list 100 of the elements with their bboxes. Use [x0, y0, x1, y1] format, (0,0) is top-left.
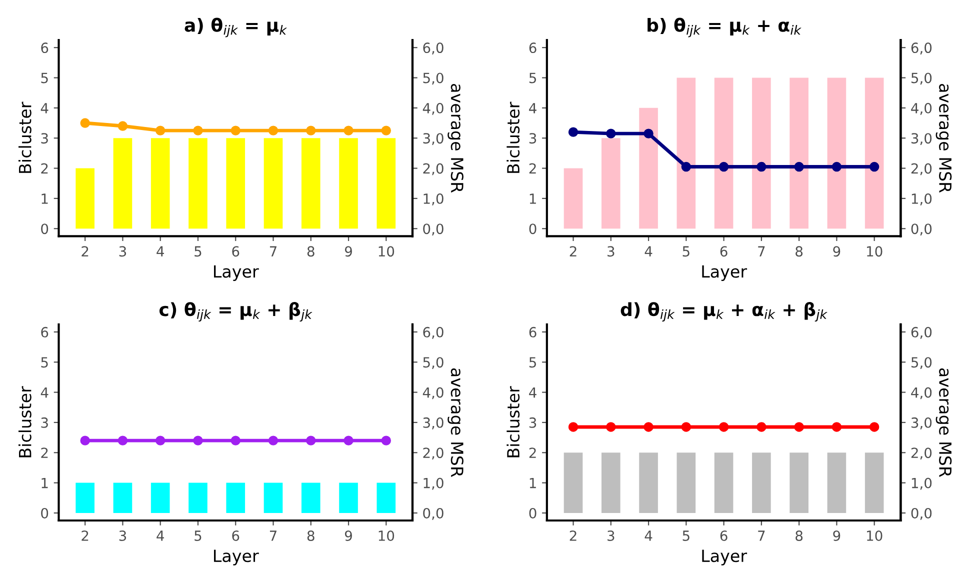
y2-tick-label: 3,0	[423, 417, 444, 430]
y2-tick-label: 5,0	[423, 357, 444, 370]
y-tick-label: 3	[41, 417, 48, 428]
x-tick-label: 3	[119, 246, 126, 257]
y2-tick-label: 4,0	[422, 387, 444, 400]
y2-tick-label: 0,0	[911, 508, 932, 520]
chart-title: d) θ$_{ijk}$ = μ$_{k}$ + α$_{ik}$ + β$_{jk}$	[620, 302, 828, 322]
x-tick-label: 4	[156, 530, 164, 541]
y-tick-label: 0	[529, 224, 536, 234]
y-axis-title: Bicluster	[506, 102, 520, 173]
x-tick-label: 9	[833, 530, 840, 541]
point	[118, 121, 128, 131]
y-tick-label: 6	[529, 42, 536, 54]
y-tick-label: 6	[529, 326, 536, 338]
y2-axis-title: average MSR	[448, 368, 464, 478]
y2-tick-label: 2,0	[911, 163, 932, 176]
y-axis-title: Bicluster	[506, 386, 520, 458]
y-tick-label: 5	[41, 357, 48, 368]
y2-tick-label: 0,0	[423, 508, 444, 520]
y-tick-label: 1	[530, 478, 536, 488]
point	[306, 126, 316, 136]
x-tick-label: 5	[682, 246, 690, 257]
y2-axis-title: average MSR	[448, 84, 464, 193]
bar	[676, 78, 696, 229]
point	[794, 162, 804, 172]
y2-tick-label: 4,0	[422, 102, 444, 115]
x-tick-label: 10	[867, 530, 882, 541]
point	[230, 126, 240, 136]
y-tick-label: 1	[42, 194, 48, 204]
x-tick-label: 9	[833, 246, 840, 257]
point	[832, 162, 842, 172]
x-tick-label: 4	[644, 246, 652, 256]
x-axis-title: Layer	[214, 550, 259, 566]
x-tick-label: 8	[307, 246, 314, 257]
y2-axis-title: average MSR	[936, 84, 952, 193]
y2-tick-label: 5,0	[911, 357, 932, 370]
point	[606, 128, 616, 138]
y-tick-label: 2	[41, 448, 48, 458]
y-tick-label: 4	[529, 103, 536, 114]
y-tick-label: 6	[41, 42, 48, 54]
y2-tick-label: 0,0	[911, 224, 932, 236]
bar	[601, 138, 620, 229]
y-tick-label: 0	[41, 224, 48, 234]
y-tick-label: 2	[529, 163, 536, 174]
bar	[752, 78, 771, 229]
x-tick-label: 10	[867, 246, 882, 257]
point	[381, 126, 392, 136]
y-axis-title: Bicluster	[18, 102, 32, 173]
x-tick-label: 2	[570, 530, 576, 541]
point	[718, 162, 729, 172]
point	[644, 128, 654, 138]
y2-tick-label: 1,0	[912, 193, 932, 206]
point	[756, 162, 766, 172]
point	[268, 126, 278, 136]
x-axis-title: Layer	[702, 265, 748, 282]
x-tick-label: 5	[194, 246, 202, 257]
y-tick-label: 3	[41, 133, 48, 144]
x-tick-label: 7	[758, 530, 765, 541]
point	[568, 127, 578, 137]
point	[80, 118, 90, 128]
x-tick-label: 10	[378, 530, 394, 541]
x-tick-label: 4	[156, 246, 164, 256]
x-tick-label: 3	[608, 530, 614, 541]
y-tick-label: 4	[529, 387, 536, 398]
x-tick-label: 2	[82, 530, 88, 541]
x-tick-label: 7	[270, 530, 276, 541]
point	[344, 126, 354, 136]
x-tick-label: 5	[682, 530, 690, 541]
y2-tick-label: 4,0	[911, 387, 932, 400]
y2-tick-label: 6,0	[911, 42, 932, 54]
x-tick-label: 7	[270, 246, 276, 256]
point	[869, 162, 880, 172]
y2-tick-label: 1,0	[424, 193, 444, 206]
x-tick-label: 8	[796, 530, 803, 541]
x-tick-label: 5	[194, 530, 202, 541]
y2-tick-label: 2,0	[911, 448, 932, 460]
x-tick-label: 6	[232, 246, 240, 257]
point	[681, 162, 692, 172]
y2-tick-label: 2,0	[423, 448, 444, 460]
x-tick-label: 8	[796, 246, 803, 257]
y2-tick-label: 1,0	[912, 478, 932, 490]
bar	[864, 78, 884, 229]
y-tick-label: 5	[529, 72, 536, 84]
x-tick-label: 2	[570, 246, 576, 256]
y2-tick-label: 3,0	[911, 133, 932, 145]
y-tick-label: 3	[529, 133, 536, 144]
y2-tick-label: 6,0	[911, 326, 932, 339]
y2-tick-label: 1,0	[424, 478, 444, 490]
bar	[714, 78, 734, 229]
chart-title: b) θ$_{ijk}$ = μ$_{k}$ + α$_{ik}$	[648, 18, 802, 38]
bar	[790, 78, 808, 229]
x-tick-label: 6	[232, 530, 240, 541]
bar	[564, 168, 583, 229]
y2-tick-label: 6,0	[423, 326, 444, 339]
x-tick-label: 3	[119, 530, 126, 541]
point	[155, 126, 166, 136]
y2-tick-label: 5,0	[423, 72, 444, 85]
x-tick-label: 6	[720, 246, 728, 257]
y-tick-label: 1	[530, 194, 536, 204]
y2-tick-label: 3,0	[911, 417, 932, 430]
